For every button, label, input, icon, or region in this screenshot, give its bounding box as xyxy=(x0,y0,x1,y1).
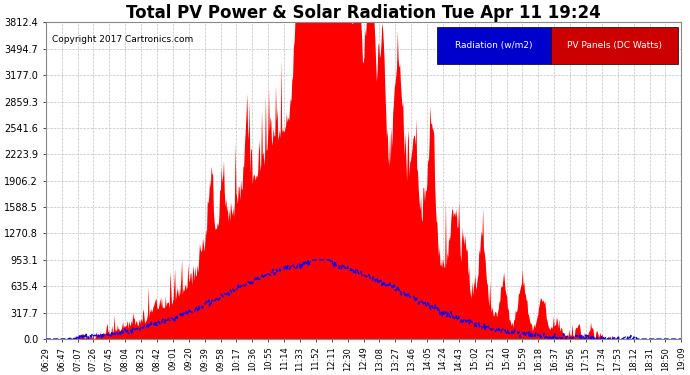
FancyBboxPatch shape xyxy=(437,27,551,63)
Text: PV Panels (DC Watts): PV Panels (DC Watts) xyxy=(567,41,662,50)
Title: Total PV Power & Solar Radiation Tue Apr 11 19:24: Total PV Power & Solar Radiation Tue Apr… xyxy=(126,4,601,22)
Text: Radiation (w/m2): Radiation (w/m2) xyxy=(455,41,533,50)
FancyBboxPatch shape xyxy=(551,27,678,63)
Text: Copyright 2017 Cartronics.com: Copyright 2017 Cartronics.com xyxy=(52,35,193,44)
